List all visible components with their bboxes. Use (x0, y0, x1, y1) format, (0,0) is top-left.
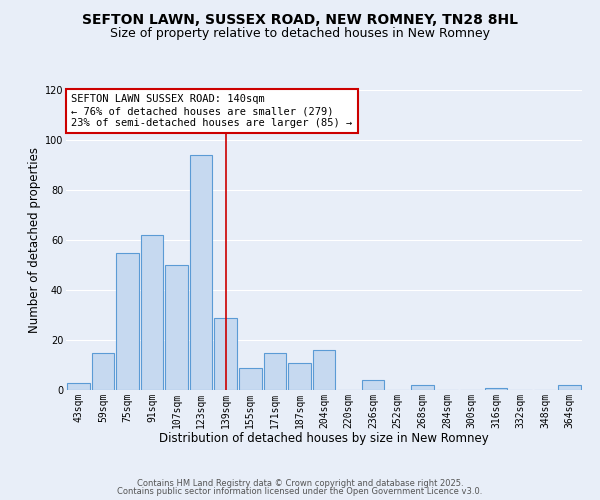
X-axis label: Distribution of detached houses by size in New Romney: Distribution of detached houses by size … (159, 432, 489, 445)
Text: Contains HM Land Registry data © Crown copyright and database right 2025.: Contains HM Land Registry data © Crown c… (137, 478, 463, 488)
Bar (140, 235, 163, 390)
Y-axis label: Number of detached properties: Number of detached properties (28, 147, 41, 333)
Bar (313, 350, 335, 390)
Bar (411, 385, 434, 390)
Bar (288, 362, 311, 390)
Bar (239, 368, 262, 390)
Bar (485, 388, 508, 390)
Bar (214, 318, 237, 390)
Bar (116, 252, 139, 390)
Bar (190, 155, 212, 390)
Text: Contains public sector information licensed under the Open Government Licence v3: Contains public sector information licen… (118, 487, 482, 496)
Text: SEFTON LAWN SUSSEX ROAD: 140sqm
← 76% of detached houses are smaller (279)
23% o: SEFTON LAWN SUSSEX ROAD: 140sqm ← 76% of… (71, 94, 352, 128)
Bar (92, 352, 114, 390)
Text: SEFTON LAWN, SUSSEX ROAD, NEW ROMNEY, TN28 8HL: SEFTON LAWN, SUSSEX ROAD, NEW ROMNEY, TN… (82, 12, 518, 26)
Bar (362, 380, 385, 390)
Bar (67, 382, 89, 390)
Bar (165, 265, 188, 390)
Bar (559, 385, 581, 390)
Text: Size of property relative to detached houses in New Romney: Size of property relative to detached ho… (110, 28, 490, 40)
Bar (263, 352, 286, 390)
